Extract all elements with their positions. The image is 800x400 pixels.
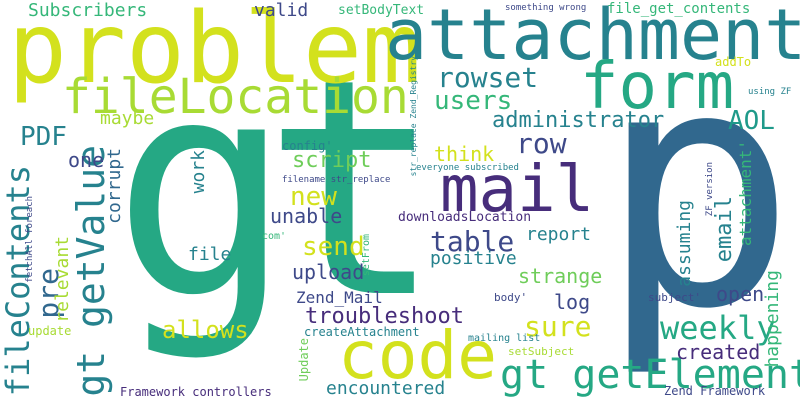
word-relevant: relevant <box>52 236 73 323</box>
word-p: p <box>598 0 797 381</box>
word-attachment-q: attachment' <box>736 140 755 246</box>
word-update: update <box>28 324 72 338</box>
word-table: table <box>430 225 515 258</box>
word-code: code <box>338 317 497 394</box>
word-Subscribers: Subscribers <box>28 0 148 21</box>
word-encountered: encountered <box>326 378 446 399</box>
word-Framework-controllers: Framework controllers <box>120 385 272 399</box>
word-created: created <box>676 340 761 364</box>
word-report: report <box>526 224 592 245</box>
word-filename-str_replace: filename str_replace <box>282 175 391 185</box>
word-mailing-list: mailing list <box>468 333 541 344</box>
word-setBodyText: setBodyText <box>338 3 425 18</box>
word-createAttachment: createAttachment <box>304 325 420 339</box>
word-attachment: attachment <box>385 0 800 76</box>
word-Zend-Framework: Zend Framework <box>664 384 766 398</box>
word-troubleshoot: troubleshoot <box>305 304 464 329</box>
word-think: think <box>434 142 495 166</box>
word-sure: sure <box>524 310 592 343</box>
word-send: send <box>302 232 365 262</box>
word-corrupt: corrupt <box>104 148 125 224</box>
word-unable: unable <box>270 204 343 228</box>
word-file: file <box>188 244 232 265</box>
word-fetchAll-foreach: fetchAll foreach <box>25 196 35 283</box>
word-gt-getElement: gt getElement <box>500 352 800 398</box>
word-log: log <box>554 290 591 314</box>
word-setFrom: setFrom <box>361 234 372 277</box>
word-allows: allows <box>162 316 249 344</box>
word-fileLocation: fileLocation <box>62 69 409 125</box>
word-script: script <box>292 148 372 173</box>
word-config: config' <box>282 139 333 153</box>
word-valid: valid <box>254 0 309 21</box>
word-weekly: weekly <box>660 309 776 347</box>
word-mail: mail <box>440 153 595 227</box>
word-everyone-subscribed: everyone subscribed <box>416 163 519 173</box>
word-PDF: PDF <box>20 122 67 152</box>
word-work: work <box>188 150 209 194</box>
word-file_get_contents: file_get_contents <box>607 1 751 17</box>
word-Update: Update <box>297 338 311 382</box>
word-gt: gt <box>112 15 443 364</box>
word-new: new <box>290 182 337 212</box>
word-com: com' <box>262 231 287 242</box>
word-open: open <box>716 282 765 306</box>
word-AOL: AOL <box>728 106 775 136</box>
word-one: one <box>68 148 105 172</box>
word-using-ZF: using ZF <box>748 87 792 97</box>
word-row: row <box>516 127 567 160</box>
word-email: email <box>712 196 737 263</box>
word-body: body' <box>494 291 528 304</box>
word-happening: happening <box>762 270 783 368</box>
word-positive: positive <box>430 248 517 269</box>
word-str_replace-Zend_Registry: str_replace Zend_Registry <box>409 56 418 177</box>
word-setSubject: setSubject <box>508 345 575 358</box>
word-administrator: administrator <box>492 108 665 133</box>
word-Zend_Mail: Zend_Mail <box>296 288 383 307</box>
word-problem: problem <box>8 0 422 106</box>
word-assuming: assuming <box>674 200 695 287</box>
word-downloadsLocation: downloadsLocation <box>398 210 532 225</box>
word-subject: subject' <box>648 291 701 304</box>
word-rowset: rowset <box>437 61 539 94</box>
word-upload: upload <box>292 260 365 284</box>
word-users: users <box>434 86 513 116</box>
word-ZF-version: ZF version <box>705 162 715 217</box>
word-strange: strange <box>518 264 603 288</box>
word-something-wrong: something wrong <box>505 3 587 13</box>
word-maybe: maybe <box>100 108 155 129</box>
word-addTo: addTo <box>715 55 752 69</box>
word-form: form <box>580 50 735 124</box>
